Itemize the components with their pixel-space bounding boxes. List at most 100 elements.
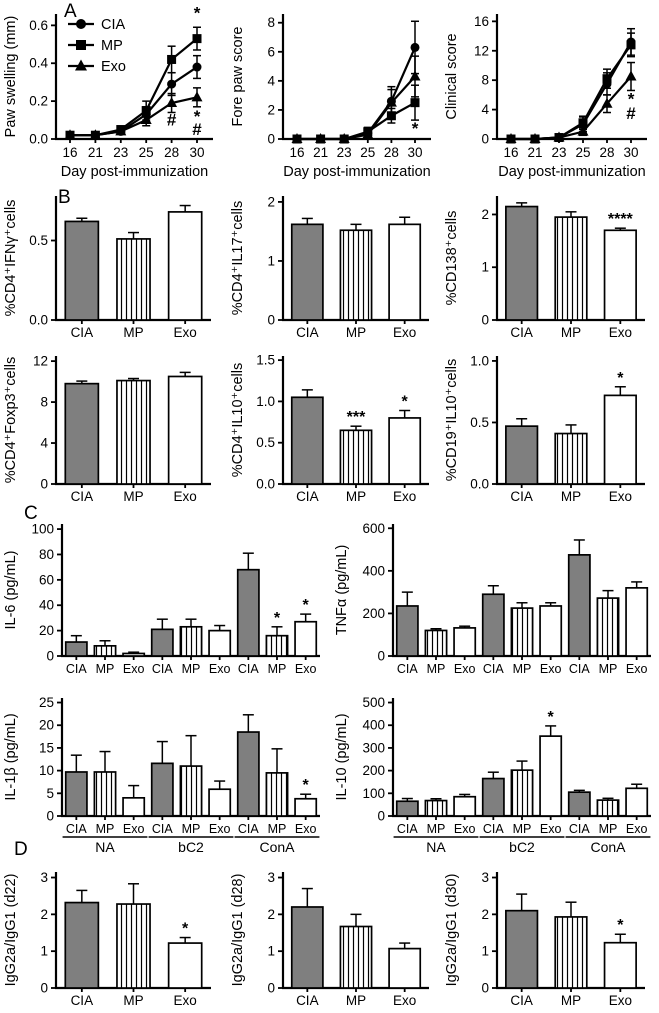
svg-text:25: 25: [39, 695, 54, 710]
svg-text:CIA: CIA: [483, 662, 505, 676]
chart-fore-paw-score: 0 2 4 6 8 Fore paw score 16 21 23 25 28 30 Day post-…: [227, 0, 443, 183]
svg-text:Exo: Exo: [626, 662, 648, 676]
svg-text:100: 100: [362, 786, 385, 801]
svg-text:%CD4⁺Foxp3⁺cells: %CD4⁺Foxp3⁺cells: [3, 357, 19, 484]
svg-text:200: 200: [362, 763, 385, 778]
svg-text:16: 16: [289, 145, 304, 160]
clinical_score-plot: 0 4 8 12 16 Clinical score 16 21 23 25 28 30 Day pos…: [444, 14, 647, 180]
svg-text:23: 23: [113, 145, 128, 160]
svg-text:2: 2: [40, 907, 48, 922]
svg-text:ConA: ConA: [259, 839, 295, 855]
svg-text:0: 0: [377, 809, 385, 824]
svg-text:Exo: Exo: [626, 822, 648, 836]
svg-text:30: 30: [407, 145, 422, 160]
svg-text:CIA: CIA: [510, 993, 533, 1008]
svg-text:Exo: Exo: [609, 489, 632, 504]
svg-text:1: 1: [267, 253, 275, 268]
svg-text:5: 5: [46, 786, 54, 801]
svg-text:*: *: [303, 597, 310, 614]
svg-text:CIA: CIA: [296, 489, 319, 504]
svg-text:*: *: [182, 921, 189, 938]
svg-text:CIA: CIA: [483, 822, 505, 836]
svg-text:3: 3: [267, 870, 275, 885]
svg-text:NA: NA: [426, 839, 446, 855]
svg-text:23: 23: [551, 145, 566, 160]
svg-text:CIA: CIA: [397, 822, 419, 836]
svg-text:1: 1: [481, 260, 489, 275]
svg-text:*: *: [412, 119, 419, 138]
cd4_il17-plot: 0 1 2 %CD4⁺IL17⁺cells CIA MP Exo: [230, 194, 429, 340]
igg_d30-plot: 0 1 2 3 IgG2a/IgG1 (d30) CIA MP Exo *: [444, 870, 645, 1008]
cd138-plot: 0 1 2 %CD138⁺cells CIA MP Exo ****: [444, 196, 645, 340]
il6-plot: 0 20 40 60 80 100 IL-6 (pg/mL) CIA MP Exo CIA MP Exo…: [3, 522, 320, 676]
panel-label-a: A: [64, 1, 77, 22]
svg-text:1: 1: [481, 944, 489, 959]
igg_d28-plot: 0 1 2 3 IgG2a/IgG1 (d28) CIA MP Exo: [230, 870, 429, 1008]
cd4_ifng-plot: 0.0 0.5 %CD4⁺IFNγ⁺cells CIA MP Exo: [3, 196, 211, 340]
svg-text:CIA: CIA: [152, 662, 174, 676]
panel-label-b: B: [58, 187, 71, 208]
svg-text:MP: MP: [599, 822, 618, 836]
chart-igg2a-igg1-d30: 0 1 2 3 IgG2a/IgG1 (d30) CIA MP Exo *: [441, 862, 659, 1012]
svg-text:CIA: CIA: [71, 993, 94, 1008]
paw_swelling-plot: 0.0 0.2 0.4 0.6 Paw swelling (mm) 16 21 23 25 28 3…: [3, 4, 213, 180]
chart-igg2a-igg1-d22: 0 1 2 3 IgG2a/IgG1 (d22) CIA MP Exo *: [0, 862, 225, 1012]
svg-text:MP: MP: [561, 993, 581, 1008]
svg-text:4: 4: [267, 73, 275, 88]
svg-text:CIA: CIA: [510, 489, 533, 504]
svg-text:MP: MP: [182, 662, 201, 676]
svg-text:28: 28: [599, 145, 614, 160]
svg-text:0: 0: [46, 809, 54, 824]
svg-text:500: 500: [362, 695, 385, 710]
svg-text:0.5: 0.5: [470, 415, 489, 430]
svg-text:MP: MP: [123, 489, 143, 504]
svg-text:CIA: CIA: [569, 662, 591, 676]
svg-text:*: *: [628, 89, 635, 108]
svg-text:0.5: 0.5: [256, 435, 275, 450]
svg-text:*: *: [194, 107, 201, 126]
il10_secreted-plot: 0 100 200 300 400 500 IL-10 (pg/mL) CIA MP Exo CIA…: [334, 695, 651, 855]
svg-text:CIA: CIA: [101, 17, 126, 33]
svg-text:%CD4⁺IL17⁺cells: %CD4⁺IL17⁺cells: [230, 201, 246, 315]
svg-text:Exo: Exo: [454, 822, 476, 836]
svg-text:80: 80: [39, 547, 54, 562]
svg-text:MP: MP: [513, 662, 532, 676]
svg-text:0.5: 0.5: [29, 233, 48, 248]
svg-text:Paw swelling (mm): Paw swelling (mm): [3, 16, 19, 138]
svg-text:3: 3: [40, 870, 48, 885]
svg-text:*: *: [402, 394, 409, 411]
svg-text:IgG2a/IgG1 (d28): IgG2a/IgG1 (d28): [230, 874, 246, 987]
svg-text:Exo: Exo: [123, 662, 145, 676]
svg-text:IL-1β (pg/mL): IL-1β (pg/mL): [3, 713, 19, 800]
svg-text:Exo: Exo: [540, 662, 562, 676]
svg-text:600: 600: [362, 521, 385, 536]
svg-text:25: 25: [139, 145, 154, 160]
svg-text:1.5: 1.5: [256, 353, 275, 368]
chart-cd19-il10-cells: 0.0 0.5 1.0 %CD19⁺IL10⁺cells CIA MP Exo *: [441, 346, 659, 508]
svg-text:CIA: CIA: [397, 662, 419, 676]
svg-text:%CD19⁺IL10⁺cells: %CD19⁺IL10⁺cells: [444, 359, 460, 482]
svg-text:0: 0: [40, 477, 48, 492]
svg-text:Fore paw score: Fore paw score: [230, 27, 246, 127]
svg-text:3: 3: [481, 870, 489, 885]
svg-text:12: 12: [33, 354, 48, 369]
chart-paw-swelling: 0.0 0.2 0.4 0.6 Paw swelling (mm) 16 21 23 25 28 3…: [0, 0, 225, 183]
svg-text:MP: MP: [182, 822, 201, 836]
svg-text:MP: MP: [346, 325, 366, 340]
svg-text:20: 20: [39, 718, 54, 733]
svg-text:Exo: Exo: [174, 489, 197, 504]
svg-text:21: 21: [527, 145, 542, 160]
svg-text:25: 25: [575, 145, 590, 160]
svg-text:0: 0: [46, 649, 54, 664]
svg-text:MP: MP: [123, 993, 143, 1008]
svg-text:Exo: Exo: [123, 822, 145, 836]
svg-text:CIA: CIA: [510, 325, 533, 340]
svg-text:CIA: CIA: [296, 325, 319, 340]
svg-text:4: 4: [481, 102, 489, 117]
chart-clinical-score: 0 4 8 12 16 Clinical score 16 21 23 25 28 30 Day pos…: [441, 0, 659, 183]
svg-text:0: 0: [377, 649, 385, 664]
svg-text:bC2: bC2: [178, 839, 204, 855]
svg-text:0: 0: [267, 132, 275, 147]
